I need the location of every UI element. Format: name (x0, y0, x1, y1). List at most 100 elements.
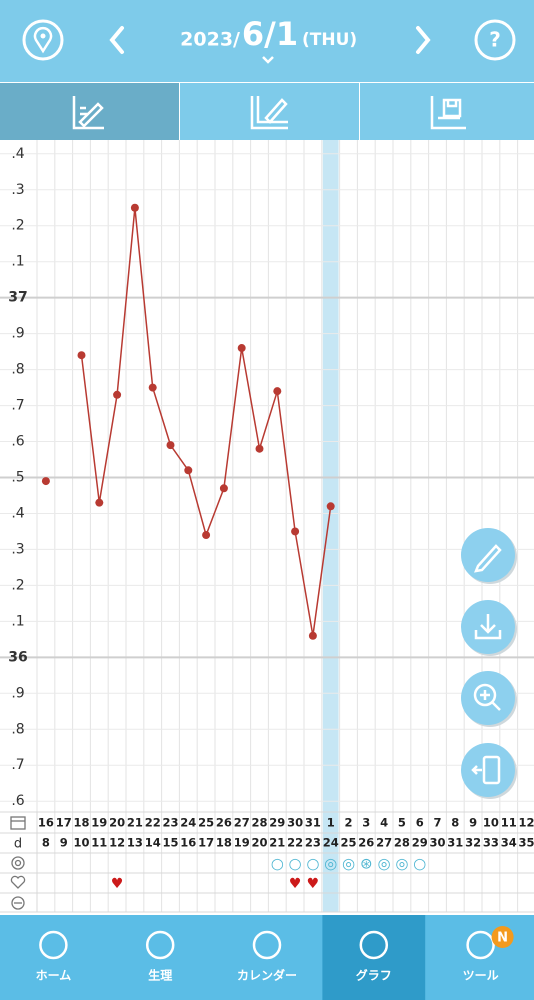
temp-point (130, 203, 139, 212)
cycle-day: 35 (518, 836, 534, 850)
temp-point (166, 441, 175, 450)
y-tick-label: .1 (11, 613, 24, 629)
temp-point (41, 477, 50, 486)
nav-icon (359, 930, 389, 960)
cycle-day: 32 (465, 836, 481, 850)
y-tick-label: .6 (11, 793, 24, 809)
nav-icon (39, 930, 68, 960)
test-mark: ◎ (395, 855, 408, 873)
date-label: 1 (327, 816, 335, 830)
y-tick-label: .8 (11, 721, 24, 737)
cycle-day: 17 (198, 836, 214, 850)
date-label: 25 (198, 816, 214, 830)
date-label: 7 (433, 816, 441, 830)
cycle-day: 10 (73, 836, 89, 850)
cycle-day: 23 (305, 836, 321, 850)
floating-buttons (461, 528, 517, 799)
location-button[interactable] (22, 19, 64, 61)
temp-point (255, 444, 264, 453)
date-label: 6 (416, 816, 424, 830)
y-tick-label: .8 (11, 362, 24, 378)
tab-bar (0, 83, 534, 140)
test-mark: ◎ (324, 855, 337, 873)
cycle-day: 22 (287, 836, 303, 850)
date-label: 16 (38, 816, 54, 830)
cycle-day: 30 (429, 836, 445, 850)
y-tick-label: 36 (8, 649, 27, 665)
cycle-day: 21 (269, 836, 285, 850)
cycle-day: 16 (180, 836, 196, 850)
y-tick-label: .3 (11, 541, 24, 557)
y-tick-label: .3 (11, 182, 24, 198)
cycle-day: 26 (358, 836, 374, 850)
y-tick-label: .4 (11, 505, 24, 521)
date-label: 23 (162, 816, 178, 830)
weekday: (THU) (302, 30, 357, 50)
help-button[interactable]: ? (474, 19, 516, 61)
temp-point (326, 502, 335, 511)
date[interactable]: 6/1 (242, 15, 298, 53)
test-mark: ◎ (378, 855, 391, 873)
y-tick-label: .7 (11, 757, 24, 773)
temp-point (237, 344, 246, 353)
date-label: 21 (127, 816, 143, 830)
temp-point (184, 466, 193, 475)
nav-label: 生理 (148, 968, 172, 983)
nav-label: ツール (463, 969, 499, 983)
test-mark: ○ (413, 855, 426, 873)
date-label: 18 (73, 816, 89, 830)
date-label: 10 (483, 816, 499, 830)
temp-point (273, 387, 282, 396)
header-bar (0, 0, 534, 82)
y-tick-label: 37 (8, 290, 27, 306)
heart-mark: ♥ (307, 876, 320, 892)
date-label: 31 (305, 816, 321, 830)
temp-point (77, 351, 86, 360)
year: 2023/ (180, 29, 240, 51)
y-tick-label: .5 (11, 470, 24, 486)
date-label: 2 (344, 816, 352, 830)
zoom-button[interactable] (461, 671, 517, 727)
nav: ホーム 生理 カレンダー グラフ ツール N (36, 915, 514, 1000)
cycle-day: 15 (162, 836, 178, 850)
cycle-day: 9 (60, 836, 68, 850)
test-mark: ○ (289, 855, 302, 873)
date-label: 17 (56, 816, 72, 830)
date-label: 24 (180, 816, 196, 830)
rotate-button[interactable] (461, 743, 517, 799)
temp-point (95, 498, 104, 507)
temp-point (113, 390, 122, 399)
next-button[interactable] (416, 26, 431, 54)
test-mark: ○ (306, 855, 319, 873)
edit-button[interactable] (461, 528, 517, 584)
date-label: 30 (287, 816, 303, 830)
nav-icon (466, 930, 495, 960)
date-label: 9 (469, 816, 477, 830)
date-label: 20 (109, 816, 125, 830)
badge: N (497, 931, 508, 946)
download-button[interactable] (461, 600, 517, 656)
date-label: 12 (518, 816, 534, 830)
temp-point (202, 531, 211, 540)
test-mark: ○ (271, 855, 284, 873)
nav-label: カレンダー (237, 968, 297, 983)
date-label: 27 (234, 816, 250, 830)
cycle-day: 13 (127, 836, 143, 850)
row-icons: d (10, 816, 26, 910)
date-dropdown[interactable] (262, 56, 274, 64)
nav-icon (145, 930, 175, 960)
chart-bg (0, 140, 534, 915)
prev-button[interactable] (109, 26, 124, 54)
date-label: 19 (91, 816, 107, 830)
date-label: 29 (269, 816, 285, 830)
cycle-day: 25 (340, 836, 356, 850)
date-label: 5 (398, 816, 406, 830)
svg-text:?: ? (489, 28, 501, 52)
tab-save[interactable] (360, 83, 534, 140)
cycle-day: 27 (376, 836, 392, 850)
cycle-label: d (14, 837, 22, 852)
heart-mark: ♥ (111, 876, 124, 892)
tab-multi[interactable] (180, 83, 359, 140)
y-tick-label: .2 (11, 577, 24, 593)
nav-label: グラフ (356, 968, 392, 983)
